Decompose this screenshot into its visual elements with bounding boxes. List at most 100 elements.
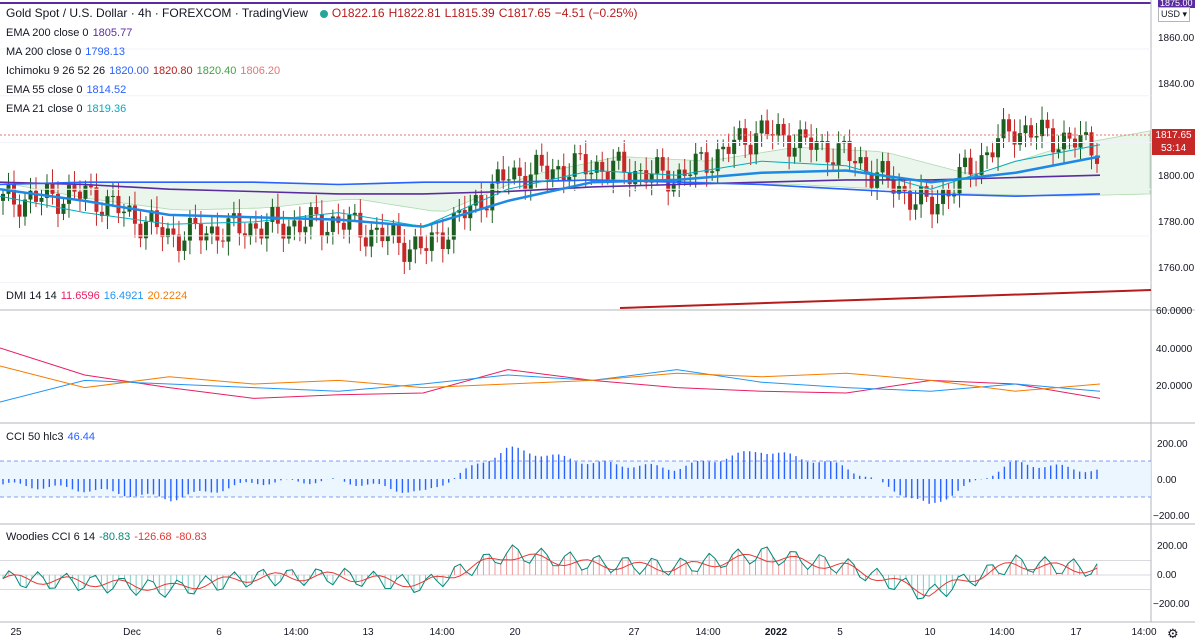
- candle-body: [726, 146, 731, 154]
- market-open-icon: [319, 9, 328, 18]
- candle-body: [792, 148, 797, 157]
- candle-body: [572, 153, 577, 177]
- candle-body: [979, 155, 984, 175]
- candle-body: [17, 204, 22, 217]
- candle-body: [550, 169, 555, 180]
- candle-body: [957, 167, 962, 194]
- time-tick: 14:00: [429, 627, 455, 638]
- candle-body: [627, 172, 632, 185]
- candle-body: [974, 174, 979, 176]
- ema200-label: EMA 200 close 0: [6, 27, 89, 39]
- legend-dmi[interactable]: DMI 14 14 11.6596 16.4921 20.2224: [6, 289, 191, 303]
- candle-body: [347, 214, 352, 230]
- candle-body: [677, 169, 682, 184]
- candle-body: [847, 140, 852, 161]
- woodies-panel: [0, 544, 1151, 600]
- candle-body: [759, 120, 764, 134]
- candle-body: [968, 157, 973, 175]
- candle-body: [308, 207, 313, 227]
- legend-ema55[interactable]: EMA 55 close 0 1814.52: [6, 83, 130, 97]
- candle-body: [682, 169, 687, 176]
- candle-body: [512, 167, 517, 180]
- candle-body: [721, 146, 726, 150]
- candle-body: [281, 223, 286, 239]
- candle-body: [1012, 131, 1017, 145]
- chevron-down-icon: ▾: [1182, 9, 1188, 19]
- candle-body: [688, 174, 693, 176]
- woodies-value-3: -80.83: [175, 531, 207, 543]
- high-value: H1822.81: [388, 6, 441, 20]
- candle-body: [99, 211, 104, 216]
- legend-ma200[interactable]: MA 200 close 0 1798.13: [6, 45, 129, 59]
- candle-body: [754, 133, 759, 155]
- legend-ema200[interactable]: EMA 200 close 0 1805.77: [6, 26, 136, 40]
- cci-panel: [0, 446, 1151, 504]
- candle-body: [77, 191, 82, 199]
- di-plus-line: [0, 369, 1101, 403]
- candle-body: [990, 152, 995, 158]
- candle-body: [490, 183, 495, 211]
- legend-ichimoku[interactable]: Ichimoku 9 26 52 26 1820.00 1820.80 1820.40…: [6, 64, 284, 78]
- legend-ema21[interactable]: EMA 21 close 0 1819.36: [6, 102, 130, 116]
- candle-body: [457, 209, 462, 213]
- candle-body: [198, 224, 203, 241]
- currency-selector[interactable]: USD ▾: [1158, 7, 1190, 22]
- candle-body: [495, 169, 500, 184]
- candle-body: [22, 199, 27, 217]
- candle-body: [578, 153, 583, 155]
- candle-body: [1029, 125, 1034, 138]
- candle-body: [506, 179, 511, 181]
- candle-body: [787, 135, 792, 157]
- candle-body: [886, 161, 891, 180]
- candle-body: [121, 211, 126, 214]
- candle-body: [919, 186, 924, 205]
- candle-body: [303, 226, 308, 233]
- time-tick: 14:00: [1131, 627, 1157, 638]
- candle-body: [44, 182, 49, 198]
- candle-body: [864, 157, 869, 174]
- candle-body: [341, 222, 346, 230]
- candle-body: [930, 196, 935, 215]
- currency-label: USD: [1160, 9, 1180, 19]
- candle-body: [671, 183, 676, 192]
- candle-body: [693, 153, 698, 175]
- candle-body: [1084, 132, 1089, 136]
- ma200-line: [0, 179, 1101, 198]
- open-value: O1822.16: [331, 6, 385, 20]
- gear-icon[interactable]: ⚙: [1167, 626, 1179, 641]
- candle-body: [138, 223, 143, 239]
- candle-body: [297, 220, 302, 233]
- candles: [1, 106, 1099, 274]
- candle-body: [902, 186, 907, 192]
- candle-body: [644, 170, 649, 183]
- legend-woodies[interactable]: Woodies CCI 6 14 -80.83 -126.68 -80.83: [6, 530, 211, 544]
- candle-body: [253, 223, 258, 229]
- candle-body: [116, 195, 121, 214]
- candle-body: [391, 225, 396, 236]
- candle-body: [732, 139, 737, 154]
- time-tick: 27: [628, 627, 640, 638]
- candle-body: [1007, 119, 1012, 132]
- candle-body: [825, 141, 830, 163]
- candle-body: [396, 225, 401, 243]
- ma200-value: 1798.13: [85, 46, 125, 58]
- candle-body: [1023, 125, 1028, 134]
- candle-body: [748, 144, 753, 155]
- candle-body: [699, 152, 704, 154]
- candle-body: [479, 195, 484, 209]
- candle-body: [275, 207, 280, 224]
- candle-body: [798, 129, 803, 149]
- candle-body: [501, 169, 506, 181]
- cci-tick-0: 0.00: [1157, 475, 1177, 486]
- candle-body: [622, 151, 627, 173]
- candle-body: [704, 152, 709, 173]
- ichimoku-label: Ichimoku 9 26 52 26: [6, 65, 106, 77]
- legend-cci[interactable]: CCI 50 hlc3 46.44: [6, 430, 99, 444]
- candle-body: [561, 166, 566, 182]
- candle-body: [248, 223, 253, 237]
- time-tick: Dec: [123, 627, 141, 638]
- candle-body: [187, 217, 192, 241]
- candle-body: [567, 176, 572, 182]
